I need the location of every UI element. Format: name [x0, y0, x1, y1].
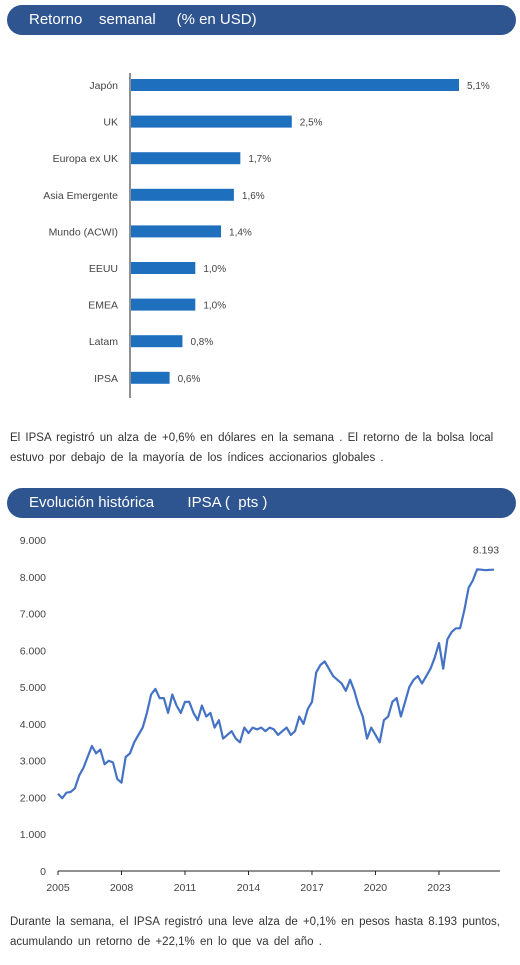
- y-tick-label: 4.000: [20, 719, 46, 731]
- data-label: 5,1%: [467, 81, 490, 92]
- category-label: Latam: [89, 336, 118, 348]
- y-tick-label: 5.000: [20, 682, 46, 694]
- weekly-commentary: El IPSA registró un alza de +0,6% en dól…: [10, 432, 494, 464]
- ipsa-series-line: [57, 568, 495, 800]
- category-label: Europa ex UK: [53, 153, 118, 165]
- end-value-label: 8.193: [473, 545, 499, 557]
- data-label: 1,7%: [248, 154, 271, 165]
- category-label: Asia Emergente: [43, 190, 118, 202]
- data-label: 1,4%: [229, 227, 252, 238]
- y-tick-label: 3.000: [20, 756, 46, 768]
- x-tick-label: 2023: [427, 882, 451, 894]
- x-tick-label: 2008: [110, 882, 134, 894]
- data-label: 0,8%: [190, 337, 213, 348]
- y-tick-label: 2.000: [20, 792, 46, 804]
- x-tick-label: 2011: [174, 882, 197, 894]
- x-tick-label: 2017: [300, 882, 324, 894]
- data-label: 1,0%: [203, 301, 226, 312]
- category-label: UK: [103, 117, 118, 129]
- ipsa-history-line-chart: 0 1.000 2.000 3.000 4.000 5.000 6.000 7.000 8.00…: [20, 535, 500, 894]
- x-tick-label: 2020: [364, 882, 388, 894]
- historical-commentary: Durante la semana, el IPSA registró una …: [10, 916, 500, 948]
- bar: [131, 152, 241, 165]
- y-tick-label: 0: [40, 866, 46, 878]
- y-tick-label: 6.000: [20, 645, 46, 657]
- data-label: 0,6%: [178, 374, 201, 385]
- data-label: 1,6%: [242, 191, 265, 202]
- category-label: EEUU: [89, 263, 118, 275]
- bar: [131, 262, 196, 274]
- y-tick-label: 7.000: [20, 609, 46, 621]
- bar: [131, 225, 222, 238]
- bar: [131, 371, 170, 384]
- y-tick-label: 9.000: [20, 535, 46, 547]
- bar: [131, 188, 234, 201]
- data-label: 2,5%: [300, 118, 323, 129]
- category-label: Japón: [89, 80, 118, 92]
- y-tick-label: 8.000: [20, 572, 46, 584]
- x-tick-label: 2014: [237, 882, 261, 894]
- weekly-return-banner: Retorno semanal (% en USD): [7, 5, 516, 35]
- data-label: 1,0%: [203, 264, 226, 275]
- y-tick-label: 1.000: [20, 829, 46, 841]
- historical-banner: Evolución histórica IPSA ( pts ): [7, 488, 516, 518]
- bar: [131, 79, 459, 91]
- bar: [131, 115, 292, 128]
- bar: [131, 335, 183, 348]
- weekly-return-bar-chart: Japón 5,1% UK 2,5% Europa ex UK 1,7% Asia Emer…: [43, 73, 490, 398]
- x-tick-label: 2005: [46, 882, 70, 894]
- bar: [131, 298, 196, 311]
- category-label: Mundo (ACWI): [49, 226, 118, 238]
- category-label: IPSA: [94, 373, 118, 385]
- category-label: EMEA: [88, 300, 118, 312]
